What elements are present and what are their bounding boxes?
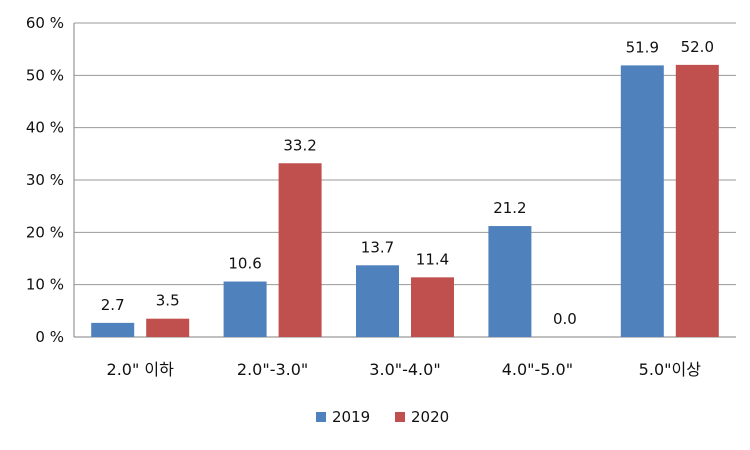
data-label: 33.2 <box>283 136 316 154</box>
category-label: 3.0"-4.0" <box>369 360 440 379</box>
bar-2019-3 <box>488 226 532 337</box>
category-label: 2.0"-3.0" <box>237 360 308 379</box>
data-label: 52.0 <box>681 38 714 56</box>
y-axis-ticks: 0 % 10 % 20 % 30 % 40 % 50 % 60 % <box>26 14 64 346</box>
bar-2020-0 <box>146 318 190 337</box>
legend-swatch-2020 <box>395 412 405 422</box>
category-label: 4.0"-5.0" <box>502 360 573 379</box>
y-tick-label: 60 % <box>26 14 64 32</box>
y-tick-label: 20 % <box>26 223 64 241</box>
bar-2020-2 <box>411 277 454 337</box>
data-label: 3.5 <box>156 292 180 310</box>
data-label: 2.7 <box>101 296 125 314</box>
y-tick-label: 10 % <box>26 276 64 294</box>
bar-2019-4 <box>620 65 664 337</box>
bar-2019-1 <box>223 281 267 337</box>
legend-label-2020: 2020 <box>411 408 449 426</box>
category-label: 2.0" 이하 <box>107 360 175 379</box>
y-tick-label: 0 % <box>35 328 64 346</box>
y-tick-label: 50 % <box>26 66 64 84</box>
gridlines <box>73 22 736 338</box>
data-label: 13.7 <box>361 238 394 256</box>
legend-label-2019: 2019 <box>332 408 370 426</box>
bar-2020-1 <box>278 163 322 337</box>
x-axis-categories: 2.0" 이하 2.0"-3.0" 3.0"-4.0" 4.0"-5.0" 5.0"이상 <box>107 360 702 379</box>
legend-swatch-2019 <box>316 412 326 422</box>
data-label: 21.2 <box>493 199 526 217</box>
data-label: 10.6 <box>228 255 261 273</box>
data-label: 11.4 <box>416 250 449 268</box>
bar-2019-2 <box>356 265 399 337</box>
legend: 2019 2020 <box>316 408 449 426</box>
data-label: 51.9 <box>626 38 659 56</box>
bar-2019-0 <box>91 322 135 337</box>
data-label: 0.0 <box>553 310 577 328</box>
y-tick-label: 30 % <box>26 171 64 189</box>
data-labels: 2.7 3.5 10.6 33.2 13.7 11.4 21.2 0.0 51.9 52.0 <box>101 38 714 328</box>
bar-2020-4 <box>675 64 719 337</box>
y-tick-label: 40 % <box>26 119 64 137</box>
bars <box>91 64 719 337</box>
category-label: 5.0"이상 <box>639 360 702 379</box>
